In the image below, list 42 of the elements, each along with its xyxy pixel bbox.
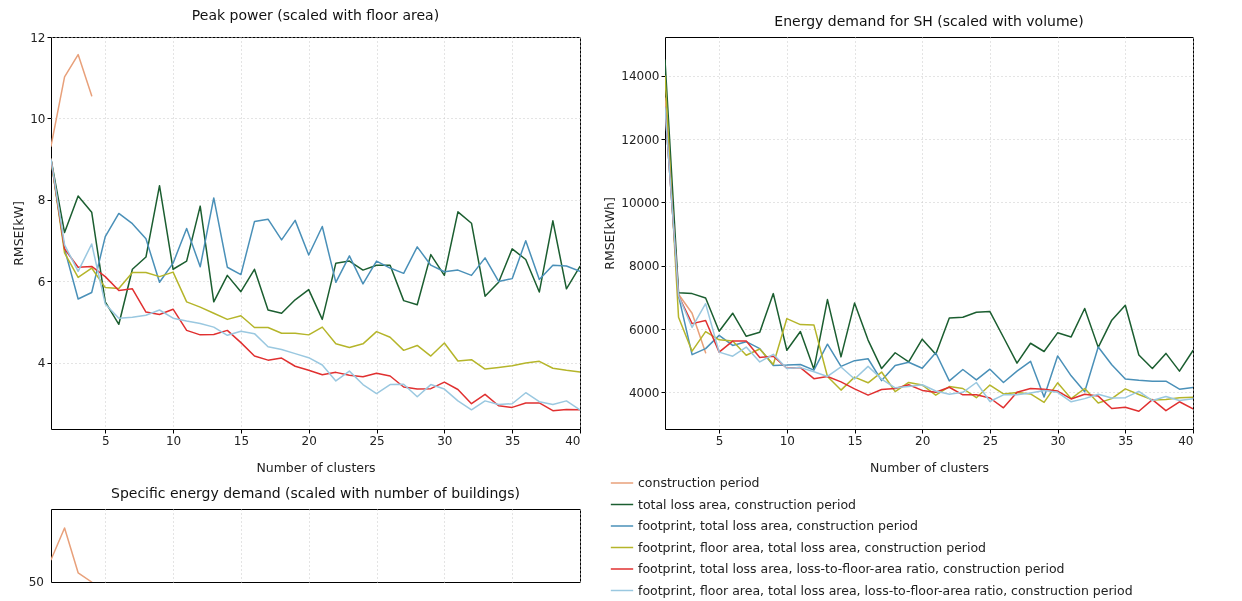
y-tick-label: 12 [30,30,46,45]
x-tick-label: 35 [1118,433,1134,448]
legend-label: footprint, floor area, total loss area, construction period [638,539,987,555]
y-axis-title: RMSE[kW] [11,201,27,266]
legend-label: footprint, floor area, total loss area, loss-to-floor-area ratio, construction period [638,582,1133,598]
legend-label: footprint, total loss area, construction period [638,518,918,533]
x-tick-label: 40 [1178,433,1194,448]
chart-title: Specific energy demand (scaled with number of buildings) [111,485,520,501]
x-tick-label: 15 [847,433,863,448]
y-tick-label: 6 [37,274,46,289]
y-tick-label: 12000 [621,132,660,147]
x-axis-title: Number of clusters [869,459,990,475]
y-tick-label: 4 [37,356,46,371]
x-tick-label: 25 [982,433,999,448]
y-tick-label: 14000 [621,69,660,84]
y-tick-label: 10 [30,112,46,126]
y-tick-label: 4000 [628,385,660,400]
legend-label: construction period [638,475,760,490]
legend-label: total loss area, construction period [638,496,857,512]
x-tick-label: 5 [101,433,110,448]
y-tick-label: 6000 [628,322,660,337]
x-tick-label: 10 [779,433,795,448]
legend-label: footprint, total loss area, loss-to-floor-area ratio, construction period [638,561,1065,576]
x-tick-label: 40 [565,433,581,448]
chart-title: Peak power (scaled with floor area) [191,7,440,23]
x-tick-label: 25 [369,433,385,448]
y-tick-label: 10000 [621,195,660,210]
text: 50 [28,575,44,589]
x-tick-label: 20 [915,433,931,448]
x-axis-title: Number of clusters [256,459,376,475]
y-tick-label: 8000 [628,259,660,274]
x-tick-label: 10 [165,433,182,448]
x-tick-label: 30 [437,433,453,448]
x-tick-label: 35 [505,433,521,448]
x-tick-label: 15 [233,433,250,448]
y-axis-title: RMSE[kWh] [602,197,618,270]
line-series [51,53,93,147]
x-tick-label: 5 [715,433,724,448]
chart-title: Energy demand for SH (scaled with volume) [774,13,1084,29]
x-tick-label: 30 [1050,433,1066,448]
x-tick-label: 20 [301,433,317,448]
y-tick-label: 8 [37,193,46,208]
